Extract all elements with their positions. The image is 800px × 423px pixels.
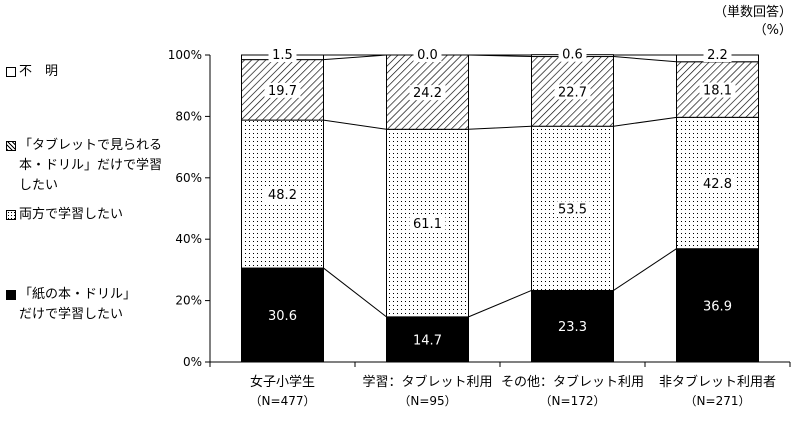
data-label-bg: [413, 47, 442, 62]
legend-item: 「紙の本・ドリル」 だけで学習したい: [6, 285, 136, 325]
legend-label: 両方で学習したい: [19, 207, 124, 222]
category-label: その他：タブレット利用: [501, 374, 644, 390]
y-tick-label: 20%: [175, 294, 202, 308]
bar-segment: [676, 248, 759, 363]
y-tick-label: 0%: [183, 355, 202, 369]
legend-label: 「紙の本・ドリル」 だけで学習したい: [19, 287, 137, 322]
data-label: 14.7: [413, 333, 442, 348]
data-label: 30.6: [268, 309, 297, 324]
data-label: 2.2: [707, 48, 728, 63]
category-n-label: （N=271）: [685, 394, 751, 408]
data-label-bg: [409, 85, 446, 101]
legend-item: 「タブレットで見られる 本・ドリル」だけで学習 したい: [6, 136, 162, 196]
data-label: 24.2: [413, 86, 442, 101]
connector-line: [468, 125, 532, 130]
unit-note: （単数回答） （%）: [713, 5, 792, 38]
legend-label: 「タブレットで見られる 本・ドリル」だけで学習 したい: [19, 138, 163, 193]
legend-swatch: [6, 67, 16, 77]
data-label: 19.7: [268, 84, 297, 99]
y-tick-label: 80%: [175, 109, 202, 123]
bar-segment: [386, 316, 469, 363]
data-label: 1.5: [272, 48, 293, 63]
data-label-bg: [699, 82, 736, 98]
connector-line: [323, 267, 387, 318]
connector-line: [613, 116, 677, 127]
legend-swatch: [6, 210, 16, 220]
data-label: 53.5: [558, 202, 587, 217]
y-tick-label: 60%: [175, 171, 202, 185]
category-n-label: （N=477）: [250, 394, 316, 408]
connector-line: [613, 56, 677, 63]
connector-line: [323, 119, 387, 130]
legend-swatch: [6, 141, 16, 151]
data-label-bg: [699, 176, 736, 192]
legend-item: 不 明: [6, 62, 58, 82]
data-label: 48.2: [268, 188, 297, 203]
category-label: 学習：タブレット利用: [362, 374, 492, 390]
legend-label: 不 明: [19, 64, 59, 79]
data-label-bg: [409, 216, 446, 232]
data-label-bg: [554, 84, 591, 100]
data-label: 61.1: [413, 217, 442, 232]
category-n-label: （N=95）: [398, 394, 456, 408]
data-label-bg: [264, 82, 301, 98]
y-tick-label: 100%: [168, 48, 202, 62]
data-label: 22.7: [558, 85, 587, 100]
category-label: 非タブレット利用者: [659, 374, 776, 390]
data-label-bg: [554, 201, 591, 217]
bar-segment: [241, 267, 324, 363]
data-label-bg: [703, 47, 732, 62]
legend-swatch: [6, 290, 16, 300]
connector-line: [468, 290, 532, 318]
data-label: 42.8: [703, 177, 732, 192]
connector-line: [613, 248, 677, 291]
data-label: 0.0: [417, 48, 438, 63]
data-label: 18.1: [703, 84, 732, 99]
data-label-bg: [558, 46, 587, 62]
data-label-bg: [268, 47, 297, 62]
legend-item: 両方で学習したい: [6, 205, 123, 225]
category-label: 女子小学生: [250, 374, 315, 390]
data-label: 23.3: [558, 320, 587, 335]
data-label-bg: [264, 187, 301, 203]
connector-line: [323, 54, 387, 61]
data-label: 0.6: [562, 48, 583, 63]
bar-segment: [531, 289, 614, 363]
category-n-label: （N=172）: [540, 394, 606, 408]
data-label: 36.9: [703, 299, 732, 314]
y-tick-label: 40%: [175, 232, 202, 246]
